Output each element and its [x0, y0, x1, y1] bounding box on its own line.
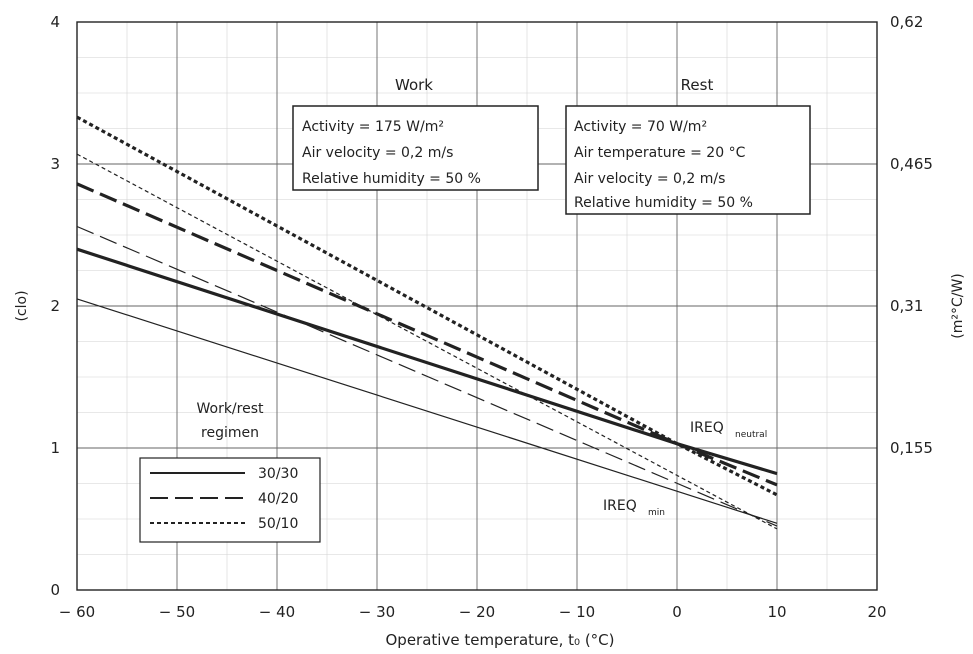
x-tick-label: − 40 — [259, 603, 295, 621]
plot-frame — [76, 21, 878, 591]
work-box-line: Air velocity = 0,2 m/s — [302, 145, 453, 161]
legend-label: 50/10 — [258, 516, 298, 532]
rest-info-box: Activity = 70 W/m² Air temperature = 20 … — [565, 105, 811, 215]
y-tick-label: 1 — [50, 439, 60, 457]
ireq-neutral-annotation: IREQ neutral — [690, 420, 767, 440]
x-tick-label: − 50 — [159, 603, 195, 621]
legend-label: 40/20 — [258, 491, 298, 507]
work-info-box: Activity = 175 W/m² Air velocity = 0,2 m… — [292, 105, 539, 191]
work-label: Work — [395, 76, 433, 94]
ireq-neutral-label: IREQ — [690, 420, 724, 436]
tick-labels: − 60 − 50 − 40 − 30 − 20 − 10 0 10 20 0 1 2 3 4 0,155 0… — [50, 13, 933, 621]
ireq-neutral-subscript: neutral — [735, 430, 767, 440]
series-line-min-40-20 — [76, 225, 778, 527]
series-lines — [76, 115, 778, 530]
rest-box-line: Relative humidity = 50 % — [574, 195, 753, 211]
legend: 30/30 40/20 50/10 — [139, 457, 321, 543]
x-tick-label: − 30 — [359, 603, 395, 621]
ireq-min-annotation: IREQ min — [603, 498, 665, 518]
x-tick-label: 10 — [767, 603, 786, 621]
x-tick-label: − 20 — [459, 603, 495, 621]
legend-title-line: Work/rest — [196, 401, 264, 417]
x-axis-label: Operative temperature, t₀ (°C) — [386, 631, 615, 649]
y-axis-label-left: (clo) — [14, 290, 30, 321]
rest-label: Rest — [681, 76, 714, 94]
series-line-min-30-30 — [76, 298, 778, 524]
y-tick-label-right: 0,62 — [890, 13, 923, 31]
rest-box-line: Air velocity = 0,2 m/s — [574, 171, 725, 187]
work-box-frame — [292, 105, 539, 191]
legend-title-line: regimen — [201, 425, 259, 441]
x-tick-label: − 10 — [559, 603, 595, 621]
x-tick-label: 20 — [867, 603, 886, 621]
y-tick-label: 3 — [50, 155, 60, 173]
y-tick-label: 4 — [50, 13, 60, 31]
series-line-min-50-10 — [76, 153, 778, 530]
ireq-min-label: IREQ — [603, 498, 637, 514]
work-box-line: Activity = 175 W/m² — [302, 119, 444, 135]
work-box-line: Relative humidity = 50 % — [302, 171, 481, 187]
series-line-neutral-40-20 — [76, 182, 778, 487]
rest-box-line: Air temperature = 20 °C — [574, 145, 746, 161]
y-tick-label-right: 0,465 — [890, 155, 933, 173]
x-tick-label: 0 — [672, 603, 682, 621]
rest-box-frame — [565, 105, 811, 215]
y-tick-label: 0 — [50, 581, 60, 599]
ireq-min-subscript: min — [648, 508, 665, 518]
y-tick-label-right: 0,31 — [890, 297, 923, 315]
x-tick-label: − 60 — [59, 603, 95, 621]
y-tick-label-right: 0,155 — [890, 439, 933, 457]
y-tick-label: 2 — [50, 297, 60, 315]
legend-label: 30/30 — [258, 466, 298, 482]
y-axis-label-right: (m²°C/W) — [950, 273, 966, 339]
series-line-neutral-50-10 — [76, 115, 778, 497]
rest-box-line: Activity = 70 W/m² — [574, 119, 707, 135]
